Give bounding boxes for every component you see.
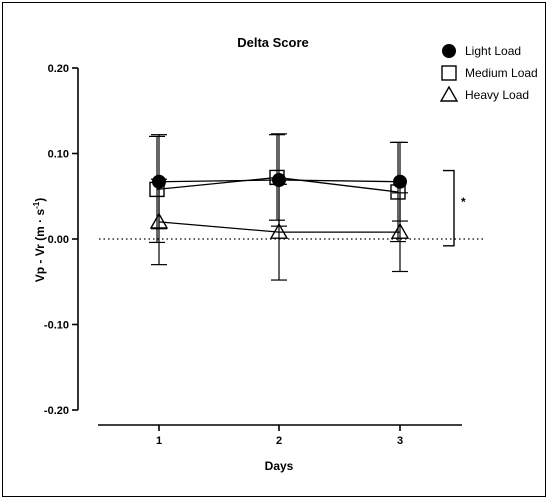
x-tick-label: 3 [397,435,403,447]
data-point-light-load [272,173,286,188]
data-point-light-load [152,174,166,189]
chart-title: Delta Score [237,35,309,50]
legend-label-heavy-load: Heavy Load [465,88,529,102]
legend-marker-heavy-load [439,85,459,102]
legend-marker-light-load [442,44,456,58]
y-tick-label: 0.10 [48,149,69,161]
legend-label-light-load: Light Load [465,44,521,58]
svg-text:Vp - Vr (m · s-1): Vp - Vr (m · s-1) [32,198,47,282]
significance-marker: * [461,195,466,209]
data-point-heavy-load [269,222,289,239]
y-axis-title-close: ) [33,198,47,202]
data-point-heavy-load [390,222,410,239]
series-line-heavy-load [158,221,400,233]
y-axis-title-superscript: -1 [32,201,41,209]
y-tick-label: 0.00 [48,234,69,246]
chart-frame [2,2,546,497]
legend-marker-medium-load [441,65,457,81]
y-tick-label: -0.10 [44,320,69,332]
y-axis-title-main: Vp - Vr (m · s [33,209,47,283]
x-tick-label: 1 [156,435,162,447]
x-axis-title: Days [265,459,294,473]
y-axis-title: Vp - Vr (m · s-1) [32,198,47,282]
y-tick-label: -0.20 [44,405,69,417]
x-tick-label: 2 [276,435,282,447]
y-tick-label: 0.20 [48,63,69,75]
legend: Light Load Medium Load Heavy Load [439,44,538,102]
data-point-heavy-load [149,212,169,229]
data-point-light-load [393,174,407,189]
legend-label-medium-load: Medium Load [465,66,538,80]
significance-bracket [443,169,455,247]
